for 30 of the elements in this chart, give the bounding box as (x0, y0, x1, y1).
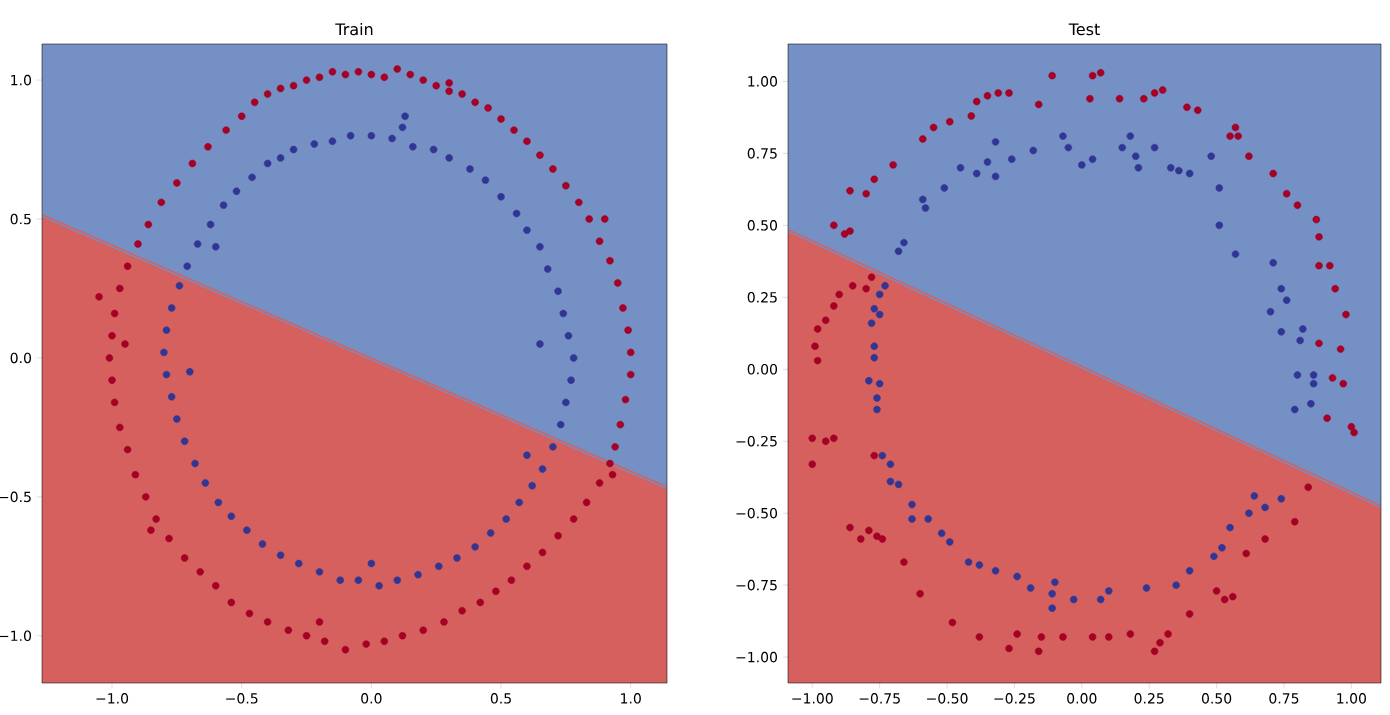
x-tick-label: −0.75 (859, 693, 900, 704)
y-tick-label: 0.5 (10, 213, 31, 225)
x-tick-label: 0.25 (1134, 693, 1164, 704)
y-tick-label: 0.00 (747, 363, 778, 375)
x-tick-label: −1.0 (96, 693, 129, 704)
y-tick-label: −0.25 (736, 435, 777, 447)
y-tick-label: 1.00 (748, 76, 778, 87)
chart-title: Test (1068, 23, 1100, 36)
y-tick-label: 0.0 (10, 352, 32, 364)
x-tick-label: −1.00 (792, 693, 833, 704)
y-tick-label: −1.0 (0, 630, 32, 642)
x-tick-label: 1.00 (1337, 693, 1366, 704)
y-tick-label: 0.50 (747, 220, 778, 231)
x-tick-label: −0.25 (994, 693, 1035, 704)
x-tick-label: 0.5 (490, 693, 511, 704)
y-tick-label: −0.50 (736, 507, 778, 519)
y-tick-label: −0.75 (736, 579, 777, 591)
y-tick-label: 0.25 (747, 292, 777, 303)
x-tick-label: 0.50 (1201, 693, 1232, 704)
y-tick-label: 1.0 (11, 74, 32, 86)
y-tick-label: −0.5 (0, 491, 31, 503)
x-tick-label: 0.00 (1067, 693, 1097, 704)
x-tick-label: 0.0 (361, 693, 382, 704)
x-tick-label: −0.50 (927, 693, 968, 704)
y-tick-label: 0.75 (747, 148, 777, 159)
y-tick-label: −1.00 (736, 651, 778, 663)
x-tick-label: 0.75 (1269, 693, 1299, 704)
chart-title: Train (335, 22, 373, 36)
x-tick-label: 1.0 (621, 693, 641, 704)
x-tick-label: −0.5 (226, 693, 258, 704)
